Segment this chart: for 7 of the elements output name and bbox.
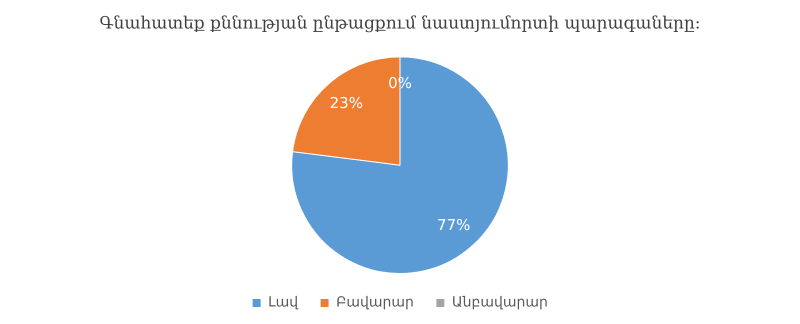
text: 0% [388,74,412,92]
data-label: 77% [437,216,470,234]
chart-title: Գնահատեք քննության ընթացքում նաստյումորտի պարագաները: [99,14,701,34]
data-label: 23% [330,94,363,112]
legend-label: Բավարար [336,294,414,311]
legend-label: Անբավարար [452,294,548,311]
legend-label: Լավ [268,294,300,311]
